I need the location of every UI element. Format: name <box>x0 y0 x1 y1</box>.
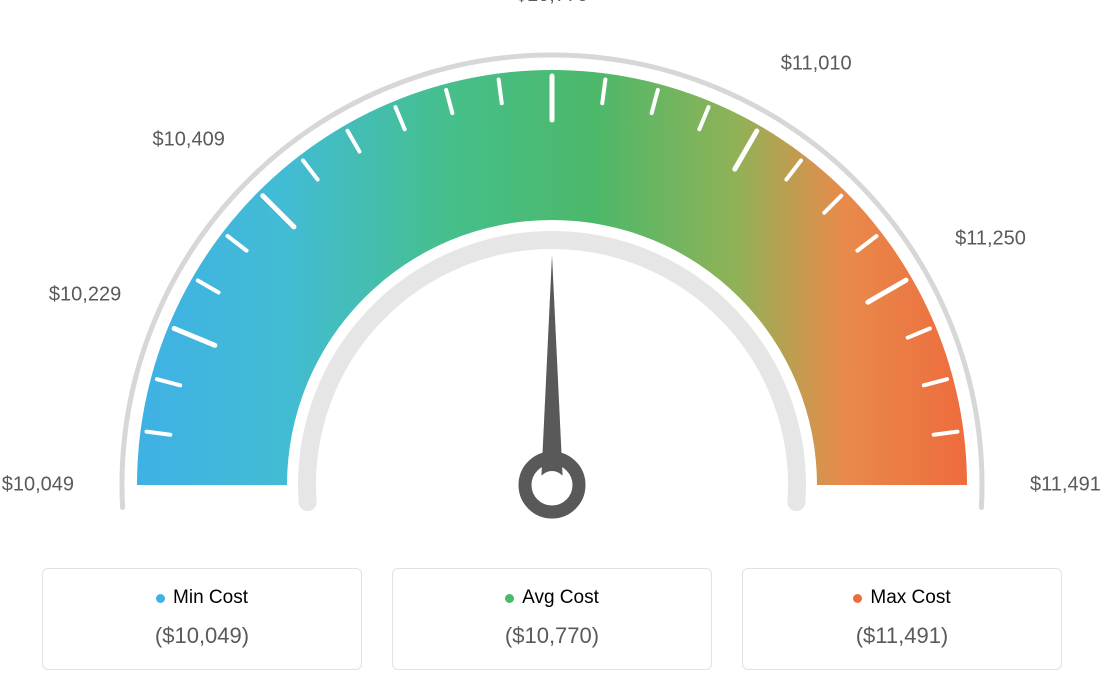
legend-row: Min Cost ($10,049) Avg Cost ($10,770) Ma… <box>0 568 1104 670</box>
gauge-tick-label: $10,229 <box>49 284 121 307</box>
min-cost-label: Min Cost <box>173 587 248 609</box>
gauge-tick-label: $10,409 <box>153 129 225 152</box>
min-cost-value: ($10,049) <box>43 623 361 649</box>
min-cost-title: Min Cost <box>156 587 248 609</box>
max-cost-card: Max Cost ($11,491) <box>742 568 1062 670</box>
max-cost-title: Max Cost <box>853 587 950 609</box>
avg-cost-value: ($10,770) <box>393 623 711 649</box>
min-cost-card: Min Cost ($10,049) <box>42 568 362 670</box>
gauge-tick-label: $11,010 <box>781 53 852 76</box>
dot-icon <box>156 594 165 603</box>
dot-icon <box>853 594 862 603</box>
gauge-tick-label: $11,250 <box>955 227 1026 250</box>
avg-cost-title: Avg Cost <box>505 587 599 609</box>
gauge-tick-label: $10,770 <box>516 0 588 7</box>
avg-cost-card: Avg Cost ($10,770) <box>392 568 712 670</box>
gauge-tick-label: $11,491 <box>1030 474 1101 497</box>
gauge-chart: $10,049 $10,229 $10,409 $10,770 $11,010 $11,2… <box>0 0 1104 530</box>
avg-cost-label: Avg Cost <box>522 587 599 609</box>
max-cost-value: ($11,491) <box>743 623 1061 649</box>
max-cost-label: Max Cost <box>870 587 950 609</box>
gauge-svg <box>0 0 1104 530</box>
gauge-tick-label: $10,049 <box>2 474 74 497</box>
dot-icon <box>505 594 514 603</box>
